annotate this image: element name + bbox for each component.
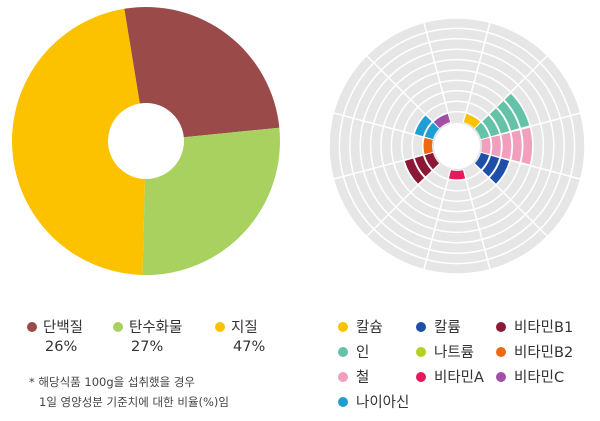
legend-swatch [338,321,348,332]
legend-swatch [338,371,348,382]
legend-item-fat: 지질 47% [215,316,265,355]
legend-label: 나트륨 [434,345,475,361]
polar-bar [474,93,530,140]
legend-item-vitamin-c: 비타민C [496,366,564,387]
legend-item-vitamin-b1: 비타민B1 [496,316,573,337]
legend-label: 칼슘 [356,320,383,336]
legend-item-vitamin-a: 비타민A [416,366,484,387]
donut-slice [124,7,280,138]
polar-bar-chart [328,17,585,275]
legend-swatch [416,346,426,357]
legend-swatch [338,346,348,357]
legend-swatch [215,321,225,332]
footnote-line-2: 1일 영양성분 기준치에 대한 비율(%)임 [39,395,229,409]
donut-chart [12,7,280,275]
legend-label: 비타민B1 [514,320,574,336]
legend-label: 비타민B2 [514,345,574,361]
legend-item-carbohydrate: 탄수화물 27% [113,316,182,355]
footnote: * 해당식품 100g을 섭취했을 경우 1일 영양성분 기준치에 대한 비율(… [29,372,229,412]
legend-item-vitamin-b2: 비타민B2 [496,341,573,362]
donut-slice [12,8,146,275]
legend-item-calcium: 칼슘 [338,316,383,337]
legend-swatch [27,321,37,332]
legend-value: 47% [233,339,266,355]
polar-bar [463,113,481,129]
polar-bar [414,115,440,140]
legend-label: 탄수화물 [129,320,183,336]
legend-label: 칼륨 [434,320,461,336]
legend-item-niacin: 나이아신 [338,391,409,412]
legend-value: 27% [131,339,164,355]
legend-value: 26% [45,339,78,355]
legend-swatch [113,321,123,332]
legend-swatch [496,346,506,357]
legend-swatch [496,371,506,382]
legend-swatch [338,396,348,407]
polar-bar [404,152,440,184]
polar-gridlines [328,17,585,275]
legend-item-phosphorus: 인 [338,341,369,362]
legend-label: 비타민C [514,370,565,386]
legend-swatch [416,321,426,332]
polar-bar [448,170,466,180]
legend-label: 비타민A [434,370,484,386]
legend-label: 철 [356,370,370,386]
legend-swatch [416,371,426,382]
footnote-line-1: * 해당식품 100g을 섭취했을 경우 [29,375,196,389]
legend-item-iron: 철 [338,366,369,387]
legend-item-protein: 단백질 26% [27,316,83,355]
legend-label: 나이아신 [356,395,410,411]
legend-item-potassium: 칼륨 [416,316,461,337]
legend-item-sodium: 나트륨 [416,341,474,362]
donut-slice [142,127,280,275]
polar-bar [433,113,451,129]
polar-bar [474,152,510,184]
polar-bar [423,137,433,155]
legend-label: 인 [356,345,370,361]
polar-bar [481,127,532,165]
polar-center-hole [434,123,480,169]
legend-label: 단백질 [43,320,84,336]
legend-label: 지질 [231,320,258,336]
legend-swatch [496,321,506,332]
